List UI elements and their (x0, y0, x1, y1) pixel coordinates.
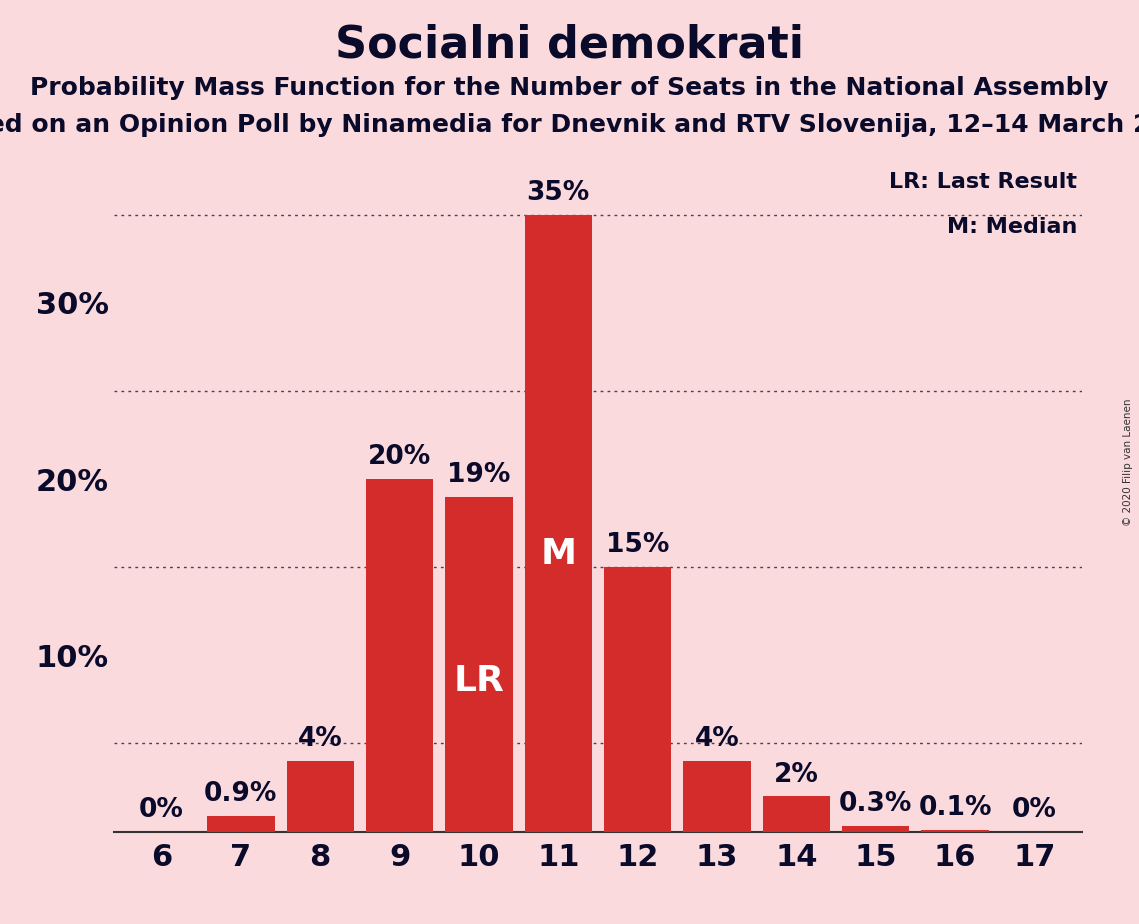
Bar (525, 214, 592, 832)
Text: M: M (540, 537, 576, 571)
Text: Probability Mass Function for the Number of Seats in the National Assembly: Probability Mass Function for the Number… (31, 76, 1108, 100)
Text: 0.1%: 0.1% (918, 795, 992, 821)
Text: Socialni demokrati: Socialni demokrati (335, 23, 804, 67)
Bar (445, 497, 513, 832)
Text: 15%: 15% (606, 532, 670, 558)
Text: 0%: 0% (1011, 796, 1057, 822)
Text: © 2020 Filip van Laenen: © 2020 Filip van Laenen (1123, 398, 1133, 526)
Bar (683, 761, 751, 832)
Text: 4%: 4% (298, 726, 343, 752)
Text: 2%: 2% (773, 761, 819, 787)
Bar (763, 796, 830, 832)
Bar (207, 816, 274, 832)
Bar (842, 826, 909, 832)
Bar (604, 567, 671, 832)
Text: 35%: 35% (526, 180, 590, 206)
Text: 19%: 19% (448, 462, 510, 488)
Bar (287, 761, 354, 832)
Bar (921, 830, 989, 832)
Text: 4%: 4% (695, 726, 739, 752)
Text: M: Median: M: Median (947, 216, 1077, 237)
Text: 0%: 0% (139, 796, 185, 822)
Text: Based on an Opinion Poll by Ninamedia for Dnevnik and RTV Slovenija, 12–14 March: Based on an Opinion Poll by Ninamedia fo… (0, 113, 1139, 137)
Bar (366, 479, 433, 832)
Text: LR: LR (453, 663, 505, 698)
Text: 0.3%: 0.3% (839, 792, 912, 818)
Text: LR: Last Result: LR: Last Result (890, 172, 1077, 192)
Text: 0.9%: 0.9% (204, 781, 278, 807)
Text: 20%: 20% (368, 444, 432, 470)
